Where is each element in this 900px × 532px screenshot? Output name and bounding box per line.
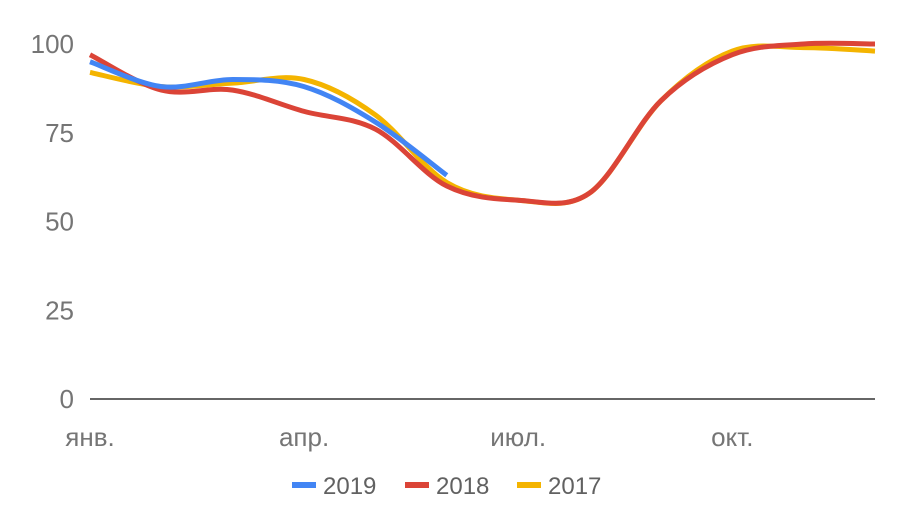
legend-label-2019: 2019	[323, 473, 376, 500]
x-tick-label: янв.	[65, 422, 114, 452]
x-axis-ticks: янв. апр. июл. окт.	[65, 422, 753, 452]
y-tick-label: 50	[45, 207, 74, 237]
x-tick-label: июл.	[490, 422, 546, 452]
legend-swatch-2017	[517, 482, 541, 488]
x-tick-label: апр.	[279, 422, 329, 452]
x-tick-label: окт.	[711, 422, 753, 452]
legend-swatch-2018	[405, 482, 429, 488]
legend-swatch-2019	[292, 482, 316, 488]
legend: 2019 2018 2017	[292, 473, 601, 500]
y-tick-label: 100	[31, 29, 74, 59]
y-tick-label: 25	[45, 295, 74, 325]
legend-label-2017: 2017	[548, 473, 601, 500]
legend-label-2018: 2018	[436, 473, 489, 500]
series-line-2018	[88, 40, 876, 206]
series-lines	[88, 40, 876, 206]
y-tick-label: 75	[45, 118, 74, 148]
y-axis-ticks: 0 25 50 75 100	[31, 29, 74, 414]
y-tick-label: 0	[60, 384, 74, 414]
series-line-2017	[89, 43, 876, 206]
series-line-2019	[89, 59, 449, 178]
